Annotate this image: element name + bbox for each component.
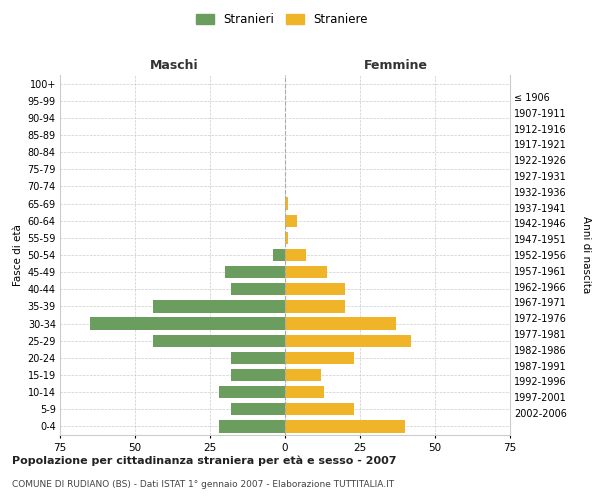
Bar bbox=[285, 386, 324, 398]
Bar bbox=[273, 249, 285, 261]
Bar bbox=[285, 283, 345, 296]
Text: Popolazione per cittadinanza straniera per età e sesso - 2007: Popolazione per cittadinanza straniera p… bbox=[12, 455, 397, 466]
Bar bbox=[285, 266, 327, 278]
Bar bbox=[90, 318, 285, 330]
Bar bbox=[231, 352, 285, 364]
Bar bbox=[285, 232, 288, 244]
Bar bbox=[285, 334, 411, 347]
Bar bbox=[285, 198, 288, 209]
Bar bbox=[285, 403, 354, 415]
Bar bbox=[285, 352, 354, 364]
Bar bbox=[231, 403, 285, 415]
Legend: Stranieri, Straniere: Stranieri, Straniere bbox=[191, 8, 373, 31]
Bar bbox=[285, 369, 321, 381]
Bar bbox=[285, 249, 306, 261]
Y-axis label: Fasce di età: Fasce di età bbox=[13, 224, 23, 286]
Bar bbox=[153, 300, 285, 312]
Bar bbox=[153, 334, 285, 347]
Bar bbox=[231, 369, 285, 381]
Bar bbox=[285, 214, 297, 227]
Text: Femmine: Femmine bbox=[364, 58, 428, 71]
Text: COMUNE DI RUDIANO (BS) - Dati ISTAT 1° gennaio 2007 - Elaborazione TUTTITALIA.IT: COMUNE DI RUDIANO (BS) - Dati ISTAT 1° g… bbox=[12, 480, 394, 489]
Bar bbox=[285, 300, 345, 312]
Bar bbox=[285, 420, 405, 432]
Text: Maschi: Maschi bbox=[149, 58, 199, 71]
Y-axis label: Anni di nascita: Anni di nascita bbox=[581, 216, 591, 294]
Bar bbox=[285, 318, 396, 330]
Bar bbox=[231, 283, 285, 296]
Bar bbox=[225, 266, 285, 278]
Bar bbox=[219, 420, 285, 432]
Bar bbox=[219, 386, 285, 398]
